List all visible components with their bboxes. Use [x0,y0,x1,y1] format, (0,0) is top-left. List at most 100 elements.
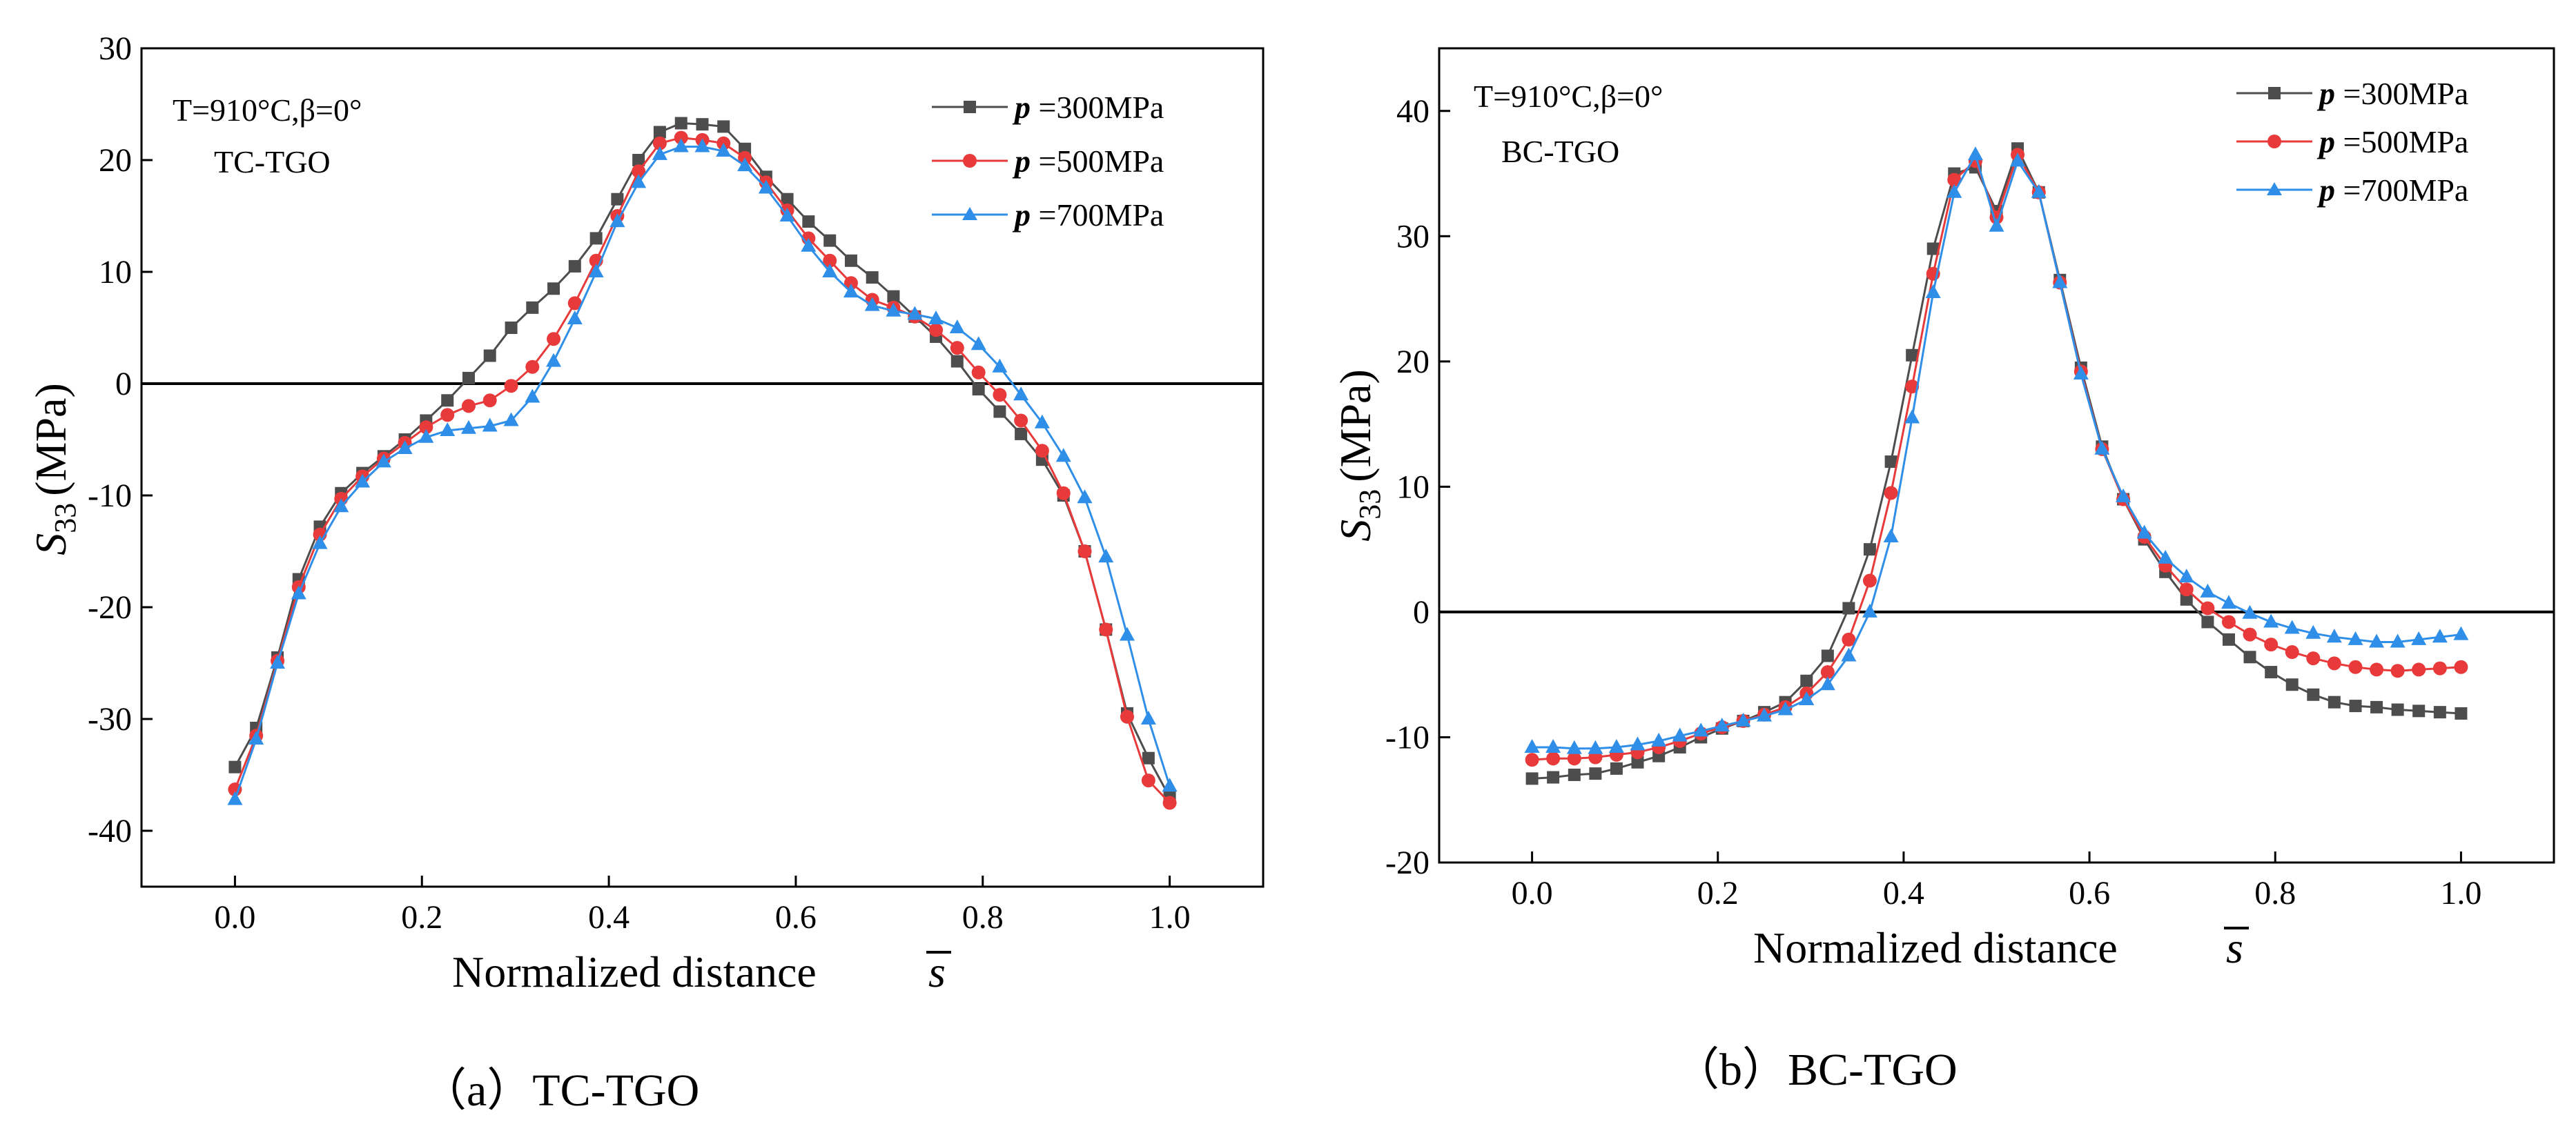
chart-b: -20 -10 0 10 20 30 40 0.0 0.2 0.4 0.6 0.8 1.0 T=910… [1331,47,2555,1095]
data-point-circle [950,341,964,355]
legend-label-500: p =500MPa [1012,144,1164,179]
y-tick-label: 10 [1396,469,1430,505]
y-tick-label: 30 [1396,218,1430,255]
data-point-triangle [1630,736,1646,751]
data-point-triangle [1904,409,1920,424]
data-point-square [2349,700,2362,713]
data-point-triangle [2221,595,2236,609]
x-tick-label: 0.0 [1512,875,1553,912]
data-point-triangle [1588,740,1603,754]
data-point-square [653,126,666,139]
data-point-circle [823,253,837,268]
y-ticks: -20 -10 0 10 20 30 40 [1385,93,1450,881]
data-point-circle [2432,661,2447,676]
series-group [1524,142,2469,785]
x-tick-label: 0.8 [2254,875,2296,912]
data-point-square [1525,772,1539,785]
data-point-triangle [1967,146,1983,161]
data-point-triangle [1034,414,1050,428]
data-point-circle [2201,601,2215,615]
data-point-circle [504,379,518,393]
data-point-triangle [1545,738,1561,753]
data-point-square [1863,543,1876,556]
series-line-circle [1532,152,2461,761]
data-point-triangle [2200,583,2216,598]
data-point-circle [1862,573,1877,588]
x-tick-label: 0.2 [401,899,442,936]
data-point-square [568,259,581,273]
data-point-square [781,193,794,206]
x-axis-symbol: s [928,947,946,996]
data-point-circle [1077,544,1092,558]
data-point-triangle [2390,633,2406,648]
legend-label-300: p =300MPa [1012,90,1164,125]
data-point-circle [1035,444,1049,458]
x-ticks: 0.0 0.2 0.4 0.6 0.8 1.0 [1512,851,2481,912]
data-point-triangle [503,412,519,426]
data-point-square [1547,771,1560,784]
data-point-square [483,349,496,362]
data-point-square [696,118,709,131]
data-point-triangle [1013,386,1029,401]
data-point-square [717,120,730,133]
x-tick-label: 0.6 [2069,875,2110,912]
data-point-triangle [1777,701,1793,716]
data-point-square [2455,707,2468,720]
data-point-circle [993,388,1007,402]
data-point-square [589,232,603,245]
data-point-square [823,234,837,247]
x-tick-label: 0.0 [214,899,255,936]
data-point-circle [2285,645,2299,660]
x-tick-label: 0.6 [775,899,817,936]
data-point-triangle [1140,711,1156,725]
data-point-circle [2412,662,2426,677]
data-point-circle [482,393,497,408]
data-point-circle [1141,774,1155,788]
data-point-triangle [248,731,264,745]
data-point-triangle [270,655,286,669]
data-point-circle [419,420,433,435]
data-point-square [2307,688,2320,701]
data-point-triangle [418,428,434,443]
chart-a: -40 -30 -20 -10 0 10 20 30 0.0 0.2 0.4 0.6 0.8 1.0 T… [26,30,1265,1116]
data-point-triangle [2158,549,2174,564]
x-tick-label: 0.8 [962,899,1004,936]
data-point-triangle [694,138,710,152]
data-point-square [972,383,985,396]
data-point-circle [1525,753,1539,767]
data-point-circle [1947,173,1962,187]
data-point-circle [2370,662,2384,677]
y-axis-label: S33(MPa) [1331,369,1387,542]
data-point-triangle [1098,549,1114,563]
data-point-triangle [631,174,647,188]
data-point-triangle [460,420,476,434]
data-point-circle [2454,660,2468,674]
data-point-triangle [1819,676,1835,691]
data-point-triangle [2116,488,2131,502]
data-point-circle [1014,413,1028,428]
x-tick-label: 1.0 [2440,875,2481,912]
data-point-triangle [716,143,732,157]
y-tick-label: 0 [1413,594,1430,631]
data-point-triangle [1735,712,1751,727]
data-point-triangle [1162,778,1178,792]
data-point-circle [2348,660,2363,674]
legend: p =300MPa p =500MPa p =700MPa [932,90,1164,233]
x-tick-label: 0.4 [1883,875,1924,912]
data-point-triangle [758,179,774,194]
plot-frame [1438,47,2555,864]
data-point-circle [1546,751,1561,766]
data-point-square [2201,615,2214,629]
data-point-triangle [1693,722,1709,737]
data-point-triangle [525,388,540,403]
data-point-square [547,282,560,295]
data-point-triangle [2432,629,2448,643]
data-point-triangle [2263,613,2279,628]
data-point-circle [652,136,667,150]
data-point-square [1142,751,1155,765]
legend: p =300MPa p =500MPa p =700MPa [2236,76,2468,208]
legend-marker-700 [962,207,977,220]
data-point-triangle [886,302,901,317]
legend-marker-300 [964,101,976,113]
data-point-triangle [2453,626,2469,640]
